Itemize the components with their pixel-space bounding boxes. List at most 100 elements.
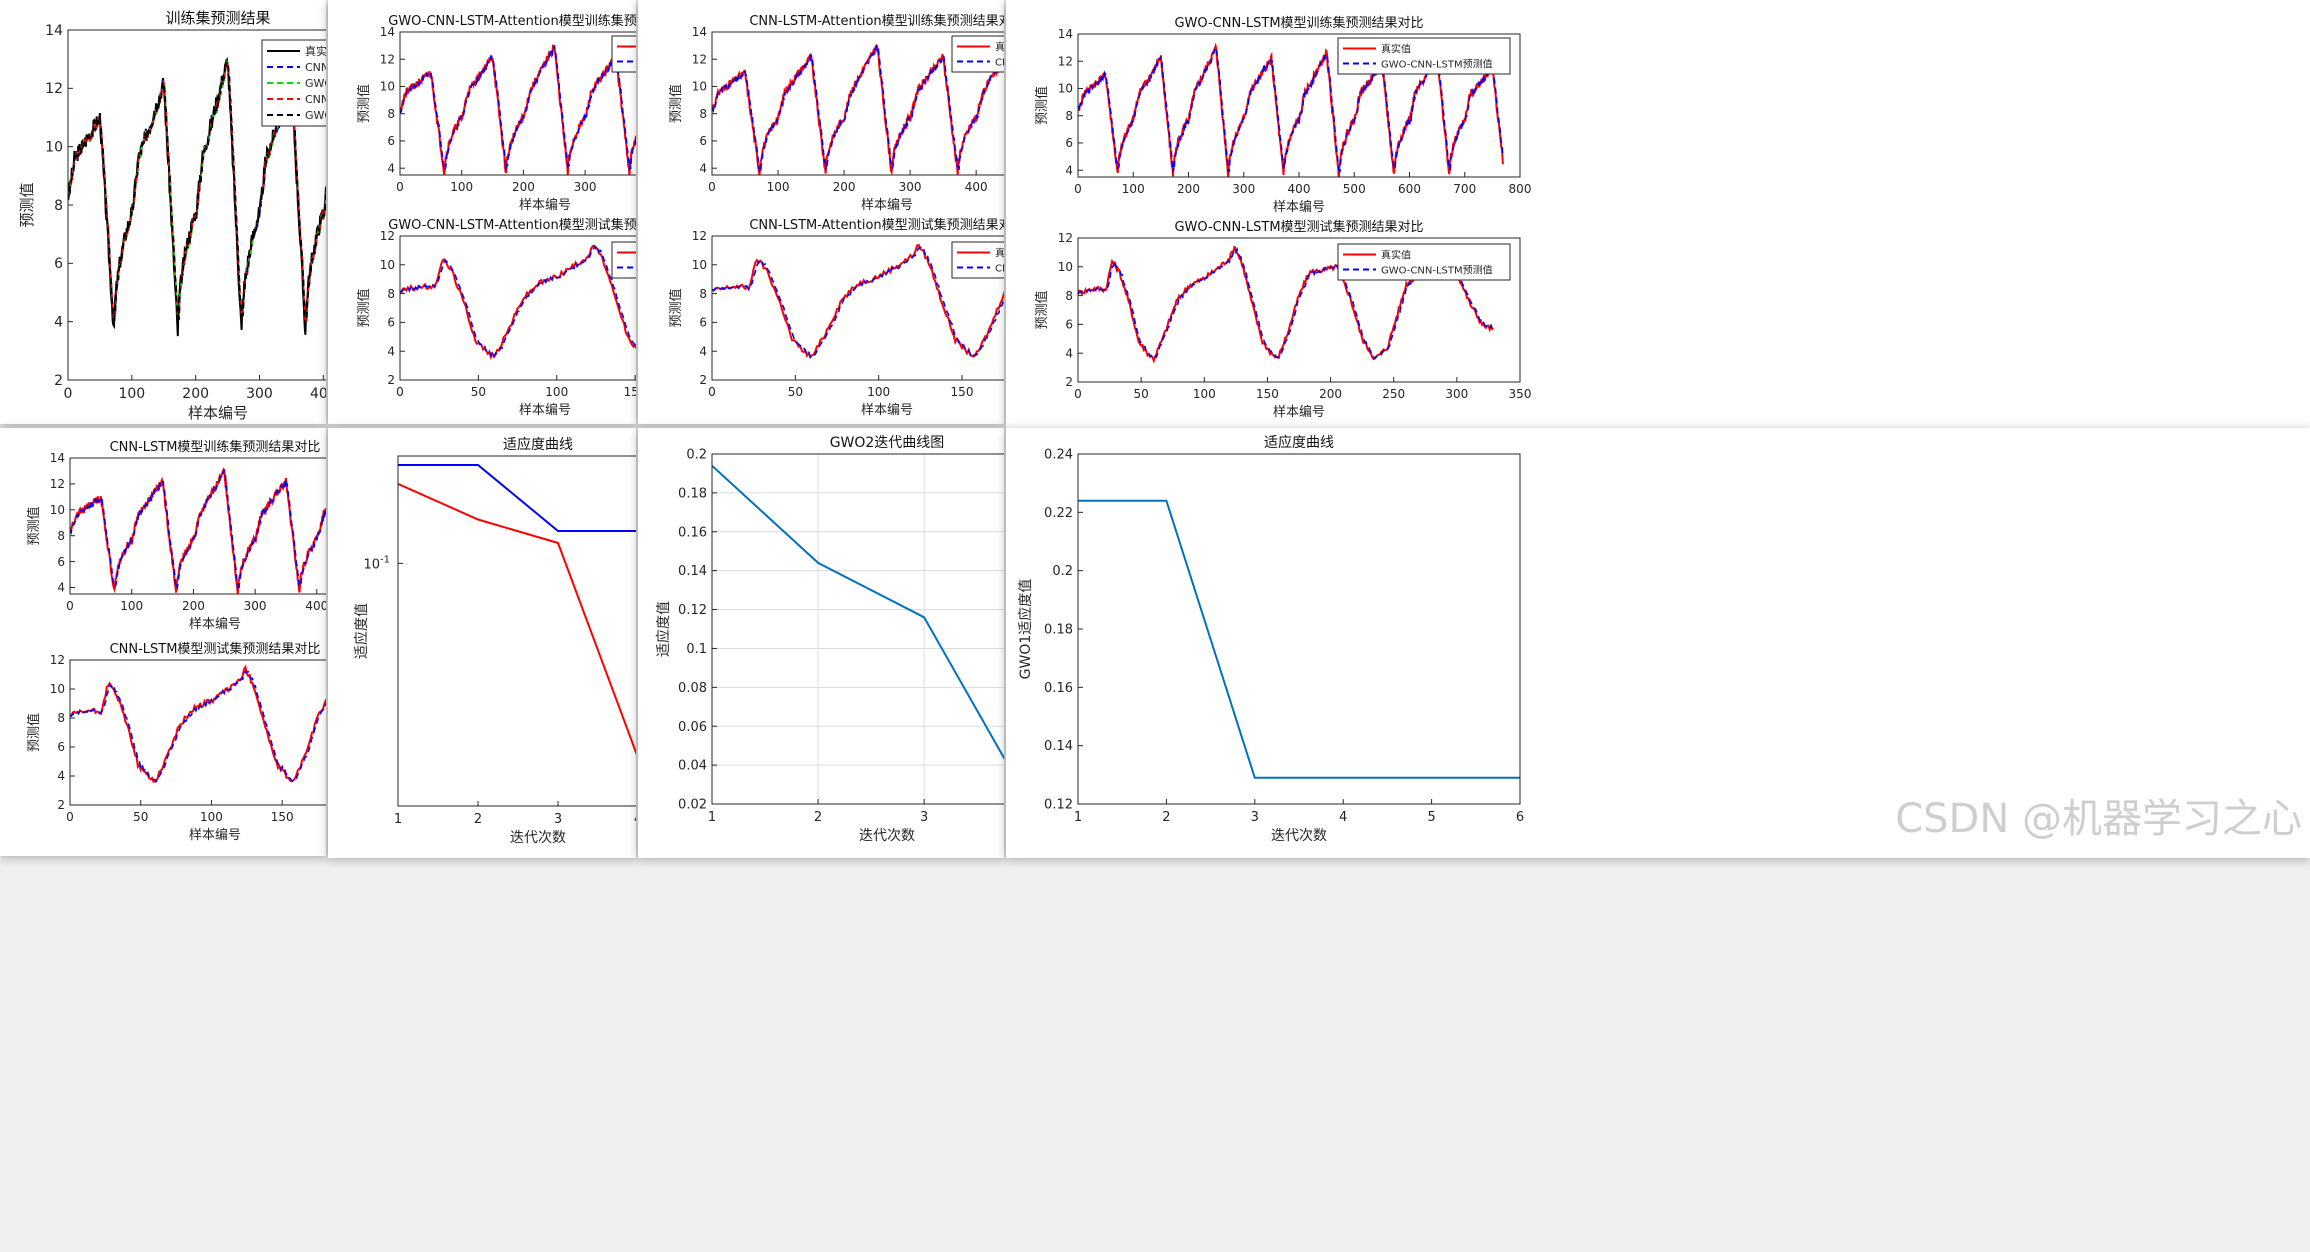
plot-area — [1078, 454, 1520, 804]
x-axis-label: 样本编号 — [189, 617, 241, 632]
y-tick-label: 0.2 — [1052, 564, 1073, 579]
x-tick-label: 50 — [471, 385, 486, 399]
y-tick-label: 0.06 — [678, 720, 707, 735]
legend: 真实值 CNN-LSTM-Attention预测值 — [951, 241, 1004, 279]
legend-entry: 真实值 — [305, 44, 326, 58]
x-tick-label: 300 — [244, 599, 267, 613]
x-tick-label: 200 — [1319, 387, 1342, 401]
x-tick-label: 0 — [64, 386, 73, 402]
series-group — [400, 244, 636, 361]
y-tick-label: 12 — [45, 81, 63, 97]
legend-entry: GWO-CNN-LSTM预测值 — [1381, 264, 1493, 277]
figure-window-5[interactable]: 0 100 200 300 400 4 6 8 10 12 14 CNN-LSTM模型训练集预测结果对… — [0, 428, 326, 856]
x-axis-label: 样本编号 — [861, 403, 913, 418]
x-tick-label: 5 — [1427, 810, 1435, 825]
y-axis-label: 预测值 — [18, 182, 36, 227]
y-axis-label: 预测值 — [1034, 86, 1050, 125]
series-line — [1078, 45, 1504, 173]
x-tick-label: 1 — [1074, 810, 1082, 825]
y-tick-label: 0.16 — [678, 525, 707, 540]
chart-panel: 0 100 200 300 400 4 6 8 10 12 14 CNN-LSTM模型训练集预测结果对… — [26, 439, 326, 632]
y-tick-label: 2 — [387, 373, 395, 387]
legend-box — [951, 35, 1004, 73]
x-tick-label: 3 — [1251, 810, 1259, 825]
x-tick-label: 3 — [554, 812, 562, 827]
x-tick-label: 150 — [271, 810, 294, 824]
x-tick-label: 0 — [396, 385, 404, 399]
figure-window-3[interactable]: 0100200300400500468101214CNN-LSTM-Attent… — [638, 0, 1004, 424]
x-tick-label: 0 — [1074, 387, 1082, 401]
y-tick-label: 14 — [692, 25, 707, 39]
y-tick-label: 12 — [380, 229, 395, 243]
legend-entry: CNN-LSTM-Attention预测值 — [305, 93, 326, 106]
series-line — [70, 670, 326, 783]
x-tick-label: 2 — [1162, 810, 1170, 825]
axes-box — [69, 457, 326, 595]
chart-title: GWO-CNN-LSTM-Attention模型测试集预测结果对比 — [388, 217, 636, 233]
chart-panel: 05010015020024681012CNN-LSTM-Attention模型… — [668, 217, 1004, 418]
x-tick-label: 200 — [833, 180, 856, 194]
x-tick-label: 200 — [182, 386, 209, 402]
y-axis-label: 适应度值 — [353, 603, 370, 659]
y-tick-label: 8 — [54, 198, 63, 214]
y-tick-label: 10 — [50, 503, 65, 517]
y-axis-label: 预测值 — [26, 506, 42, 545]
y-tick-label: 2 — [699, 373, 707, 387]
x-axis-label: 样本编号 — [188, 404, 248, 422]
x-tick-label: 4 — [1339, 810, 1347, 825]
series-group — [1078, 499, 1520, 779]
axes-box — [399, 31, 636, 176]
legend-box — [1337, 243, 1511, 281]
y-tick-label: 12 — [1058, 54, 1073, 68]
y-tick-label: 0.12 — [1044, 798, 1073, 813]
x-axis-label: 迭代次数 — [859, 828, 915, 844]
x-tick-label: 150 — [951, 385, 974, 399]
x-tick-label: 50 — [788, 385, 803, 399]
axes-box — [711, 235, 1004, 381]
y-axis-label: 预测值 — [668, 84, 684, 123]
x-tick-label: 4 — [634, 812, 636, 827]
y-tick-label: 12 — [692, 229, 707, 243]
figure-window-8[interactable]: 1 2 3 4 5 6 0.12 0.14 0.16 0.18 0.2 0.22 0.24 适应度曲线 迭代… — [1006, 428, 2310, 858]
x-tick-label: 400 — [1288, 182, 1311, 196]
x-axis-label: 样本编号 — [1273, 405, 1325, 420]
x-tick-label: 150 — [1256, 387, 1279, 401]
chart-panel: 12340.020.040.060.080.10.120.140.160.180… — [655, 435, 1004, 844]
y-tick-label: 14 — [1058, 27, 1073, 41]
y-tick-label: 8 — [699, 107, 707, 121]
x-tick-label: 100 — [1193, 387, 1216, 401]
legend-entry: 真实值 — [995, 247, 1004, 260]
y-tick-label: 0.04 — [678, 759, 707, 774]
chart-title: 适应度曲线 — [1264, 434, 1334, 451]
y-tick-label: 0.16 — [1044, 681, 1073, 696]
y-tick-label: 0.1 — [686, 642, 707, 657]
series-line — [712, 245, 1004, 360]
figure-window-4[interactable]: 0 100 200 300 400 500 600 700 800 4 6 8 10 12 14 GWO-CN… — [1006, 0, 2310, 428]
figure-window-7[interactable]: 12340.020.040.060.080.10.120.140.160.180… — [638, 428, 1004, 858]
chart-panel: 05010015020024681012CNN-LSTM模型测试集预测结果对比样… — [26, 641, 326, 843]
y-tick-label: 6 — [699, 316, 707, 330]
legend-entry: GWO-CNN-LSTM-Attention预测值 — [305, 109, 326, 122]
chart-panel: 0 100 200 300 400 500 600 700 800 4 6 8 10 12 14 GWO-CN… — [1034, 15, 1531, 215]
legend-box — [951, 241, 1004, 279]
x-tick-label: 800 — [1509, 182, 1532, 196]
x-tick-label: 400 — [965, 180, 988, 194]
series-line — [712, 464, 1004, 760]
y-tick-label: 0.14 — [1044, 739, 1073, 754]
chart-panel: 1 2 3 4 5 6 0.12 0.14 0.16 0.18 0.2 0.22 0.24 适应度曲线迭代… — [1017, 434, 1524, 844]
series-line — [1078, 499, 1520, 779]
y-axis-label: 预测值 — [26, 713, 42, 752]
x-tick-label: 3 — [920, 810, 928, 825]
figure-window-2[interactable]: 0100200300400468101214GWO-CNN-LSTM-Atten… — [328, 0, 636, 424]
y-tick-label: 4 — [387, 161, 395, 175]
y-tick-label: 0.12 — [678, 603, 707, 618]
y-tick-label: 8 — [1065, 289, 1073, 303]
y-tick-label: 0.24 — [1044, 448, 1073, 463]
series-line — [1078, 246, 1495, 360]
x-tick-label: 6 — [1516, 810, 1524, 825]
y-tick-label: 10 — [380, 258, 395, 272]
